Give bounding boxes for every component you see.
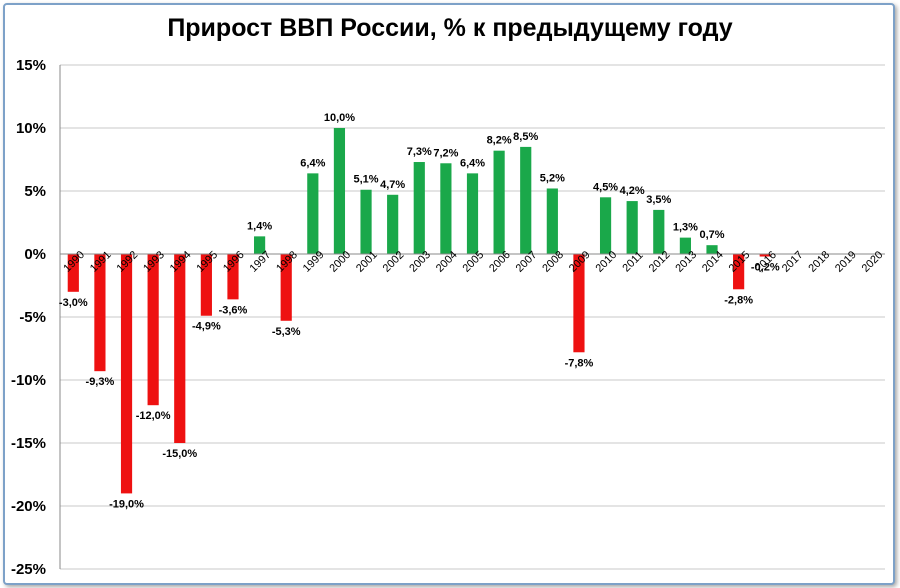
data-label-2004: 7,2%: [433, 147, 458, 159]
bar-1998: [280, 254, 292, 321]
x-tick-label: 2008: [540, 249, 566, 275]
x-tick-label: 1999: [301, 249, 327, 275]
x-tick-label: 2000: [327, 249, 353, 275]
data-label-2000: 10,0%: [324, 112, 355, 124]
bar-1995: [200, 254, 212, 316]
bar-2001: [360, 189, 372, 254]
y-axis: 15% 10% 5% 0% -5% -10% -15% -20% -25%: [11, 57, 61, 578]
data-label-2011: 4,2%: [620, 185, 645, 197]
x-tick-label: 2012: [647, 249, 673, 275]
data-label-2001: 5,1%: [354, 174, 379, 186]
data-label-2007: 8,5%: [513, 131, 538, 143]
x-tick-label: 2017: [780, 249, 806, 275]
bar-2005: [466, 173, 479, 254]
data-label-1997: 1,4%: [247, 220, 272, 232]
bar-1996: [227, 254, 239, 300]
bar-1997: [254, 236, 266, 254]
bar-2003: [413, 162, 425, 254]
data-label-2005: 6,4%: [460, 157, 485, 169]
data-label-1994: -15,0%: [162, 448, 197, 460]
data-label-2009: -7,8%: [565, 357, 594, 369]
x-tick-label: 2013: [673, 249, 699, 275]
x-tick-label: 2014: [700, 249, 726, 275]
y-tick-label: 10%: [16, 120, 46, 137]
data-label-2010: 4,5%: [593, 181, 618, 193]
bar-1990: [67, 254, 79, 292]
data-label-1996: -3,6%: [219, 304, 248, 316]
x-tick-label: 2001: [354, 249, 380, 275]
bar-2007: [520, 146, 532, 254]
bars: [67, 128, 771, 494]
bar-1993: [147, 254, 159, 406]
bar-2013: [679, 237, 691, 254]
bar-1992: [120, 254, 133, 494]
data-label-1991: -9,3%: [86, 376, 115, 388]
bar-2008: [546, 188, 558, 254]
data-label-1992: -19,0%: [109, 498, 144, 510]
bar-2009: [573, 254, 585, 353]
data-label-2012: 3,5%: [646, 194, 671, 206]
x-tick-label: 2007: [514, 249, 540, 275]
bar-1994: [174, 254, 186, 443]
x-tick-label: 2011: [620, 249, 645, 274]
data-label-2015: -2,8%: [724, 294, 753, 306]
y-tick-label: 15%: [16, 57, 46, 74]
bar-1999: [307, 173, 319, 254]
data-label-1993: -12,0%: [136, 410, 171, 422]
data-label-1998: -5,3%: [272, 326, 301, 338]
bar-2010: [599, 197, 612, 254]
x-tick-label: 2020: [860, 249, 886, 275]
bar-2014: [706, 245, 718, 254]
bar-2006: [493, 150, 505, 254]
bar-2016: [759, 254, 771, 257]
x-tick-label: 2018: [806, 249, 832, 275]
bar-1991: [94, 254, 106, 372]
y-tick-label: 0%: [24, 246, 46, 263]
data-label-1990: -3,0%: [59, 297, 88, 309]
data-labels: -3,0% -9,3% -19,0% -12,0% -15,0% -4,9% -3,6% 1,…: [59, 112, 780, 510]
bar-2002: [387, 194, 399, 254]
data-label-1995: -4,9%: [192, 321, 221, 333]
bar-2012: [653, 209, 665, 254]
data-label-2016: -0,2%: [751, 262, 780, 274]
bar-2011: [626, 201, 638, 254]
x-tick-label: 2005: [460, 249, 486, 275]
chart-title: Прирост ВВП России, % к предыдущему году: [167, 14, 733, 42]
bar-2004: [440, 163, 452, 254]
y-tick-label: -10%: [11, 372, 46, 389]
bar-2015: [733, 254, 745, 290]
x-tick-label: 2002: [381, 249, 407, 275]
y-tick-label: 5%: [24, 183, 46, 200]
y-tick-label: -15%: [11, 435, 46, 452]
y-tick-label: -5%: [19, 309, 46, 326]
x-tick-label: 1997: [248, 249, 274, 275]
y-tick-label: -25%: [11, 561, 46, 578]
x-tick-label: 2006: [487, 249, 513, 275]
data-label-1999: 6,4%: [300, 157, 325, 169]
bar-2000: [333, 128, 346, 254]
y-tick-label: -20%: [11, 498, 46, 515]
data-label-2002: 4,7%: [380, 179, 405, 191]
data-label-2008: 5,2%: [540, 172, 565, 184]
data-label-2006: 8,2%: [487, 135, 512, 147]
x-tick-label: 2010: [594, 249, 620, 275]
data-label-2013: 1,3%: [673, 222, 698, 234]
x-tick-label: 2019: [833, 249, 859, 275]
data-label-2014: 0,7%: [699, 229, 724, 241]
data-label-2003: 7,3%: [407, 146, 432, 158]
x-tick-label: 2003: [407, 249, 433, 275]
x-tick-label: 2004: [434, 249, 460, 275]
